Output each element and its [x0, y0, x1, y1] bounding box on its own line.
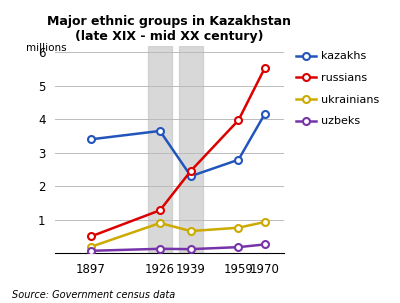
Title: Major ethnic groups in Kazakhstan
(late XIX - mid XX century): Major ethnic groups in Kazakhstan (late …: [48, 15, 292, 43]
Text: Source: Government census data: Source: Government census data: [12, 290, 175, 300]
Bar: [148, 45, 172, 253]
Bar: [179, 45, 203, 253]
Text: millions: millions: [26, 43, 66, 54]
Legend: kazakhs, russians, ukrainians, uzbeks: kazakhs, russians, ukrainians, uzbeks: [292, 47, 384, 131]
